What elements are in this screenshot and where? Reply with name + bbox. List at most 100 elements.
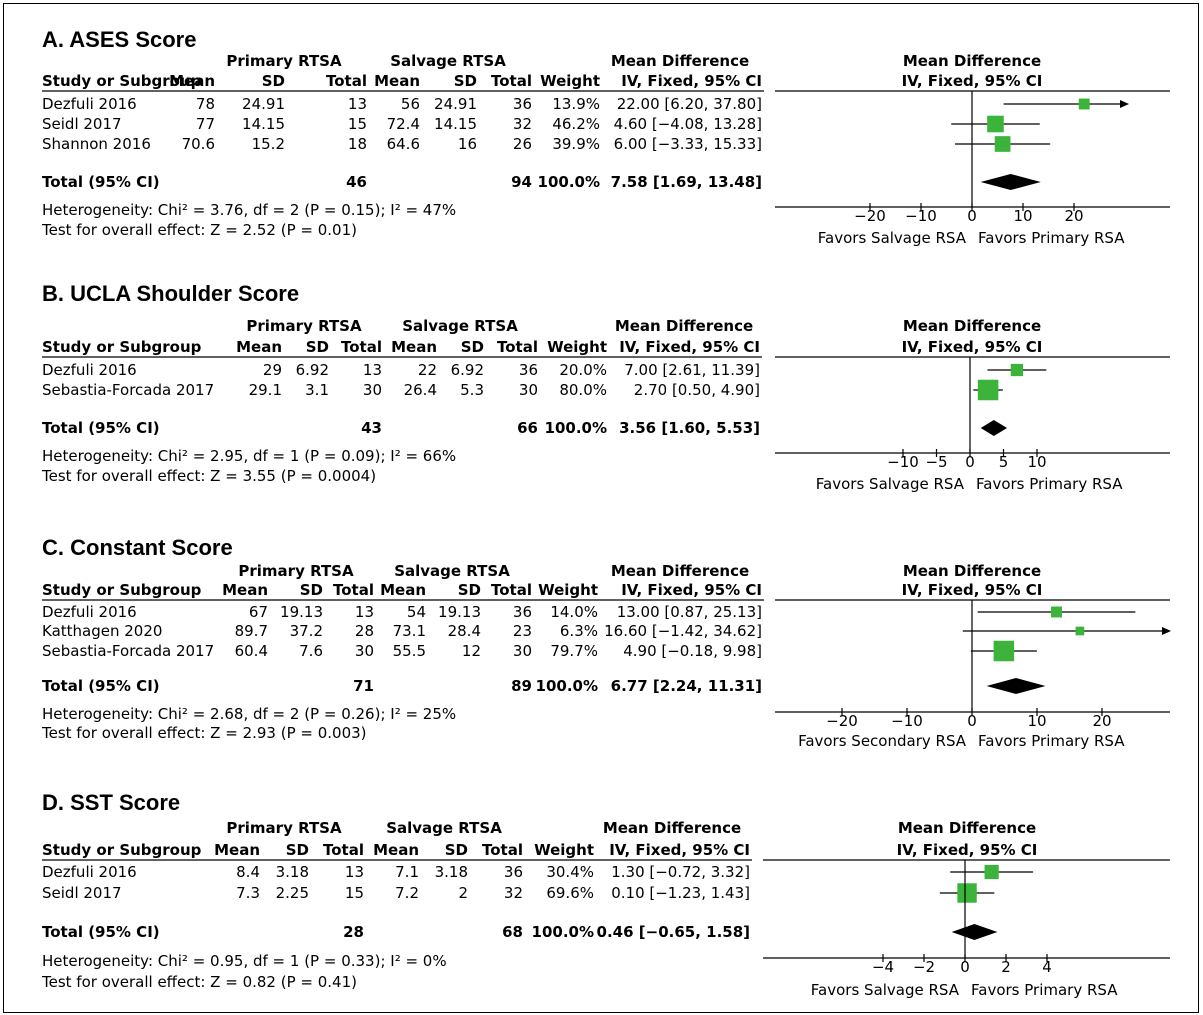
- heterogeneity-text: Heterogeneity: Chi² = 2.95, df = 1 (P = …: [42, 447, 456, 465]
- panel-b-header-mean-salvage: Mean: [391, 338, 437, 356]
- study-mean-salvage: 56: [401, 95, 420, 113]
- x-tick-label: −10: [891, 712, 923, 730]
- panel-c-header-ci-plot: IV, Fixed, 95% CI: [902, 581, 1043, 599]
- study-name: Seidl 2017: [42, 884, 122, 902]
- study-name: Dezfuli 2016: [42, 863, 137, 881]
- overall-effect-text: Test for overall effect: Z = 0.82 (P = 0…: [41, 973, 357, 991]
- x-tick-label: 0: [965, 453, 975, 471]
- effect-marker: [957, 883, 977, 903]
- panel-d-header-mean-primary: Mean: [214, 841, 260, 859]
- study-total-primary: 13: [363, 361, 382, 379]
- study-total-primary: 15: [345, 884, 364, 902]
- panel-b-header-mean-primary: Mean: [236, 338, 282, 356]
- panel-a-header-md: Mean Difference: [611, 52, 749, 70]
- effect-marker: [1010, 363, 1024, 377]
- panel-c-title: C. Constant Score: [42, 535, 233, 560]
- study-sd-salvage: 3.18: [435, 863, 468, 881]
- study-sd-salvage: 28.4: [448, 622, 481, 640]
- panel-a-header-mean-primary: Mean: [169, 72, 215, 90]
- panel-c-header-mean-salvage: Mean: [380, 581, 426, 599]
- figure-frame: [3, 3, 1199, 1013]
- x-tick-label: 0: [967, 207, 977, 225]
- study-name: Sebastia-Forcada 2017: [42, 381, 214, 399]
- study-name: Katthagen 2020: [42, 622, 162, 640]
- study-sd-salvage: 6.92: [451, 361, 484, 379]
- x-tick-label: −20: [826, 712, 858, 730]
- effect-marker: [1078, 98, 1090, 110]
- study-total-primary: 28: [355, 622, 374, 640]
- total-ci: 0.46 [−0.65, 1.58]: [597, 923, 750, 941]
- x-tick-label: −5: [925, 453, 947, 471]
- study-mean-primary: 29: [263, 361, 282, 379]
- study-total-salvage: 36: [513, 95, 532, 113]
- panel-b-header-sd-salvage: SD: [461, 338, 484, 356]
- panel-a-header-ci: IV, Fixed, 95% CI: [621, 72, 762, 90]
- study-mean-primary: 7.3: [236, 884, 260, 902]
- overall-effect-text: Test for overall effect: Z = 3.55 (P = 0…: [41, 467, 376, 485]
- total-label: Total (95% CI): [42, 677, 160, 695]
- study-total-salvage: 23: [513, 622, 532, 640]
- panel-d-header-mean-salvage: Mean: [373, 841, 419, 859]
- study-sd-salvage: 16: [458, 135, 477, 153]
- favors-left-label: Favors Salvage RSA: [816, 475, 965, 493]
- study-mean-salvage: 7.1: [395, 863, 419, 881]
- overall-effect-text: Test for overall effect: Z = 2.52 (P = 0…: [41, 221, 357, 239]
- panel-d-header-md-plot: Mean Difference: [898, 819, 1036, 837]
- panel-c-header-study: Study or Subgroup: [42, 581, 202, 599]
- x-tick-label: 10: [1013, 207, 1032, 225]
- study-mean-salvage: 64.6: [387, 135, 420, 153]
- panel-b-header-ci: IV, Fixed, 95% CI: [619, 338, 760, 356]
- study-ci: 13.00 [0.87, 25.13]: [617, 603, 762, 621]
- panel-c-header-md-plot: Mean Difference: [903, 562, 1041, 580]
- overall-effect-text: Test for overall effect: Z = 2.93 (P = 0…: [41, 724, 367, 742]
- study-sd-primary: 14.15: [242, 115, 285, 133]
- study-total-primary: 30: [355, 642, 374, 660]
- total-salvage: 68: [502, 923, 523, 941]
- ci-arrow: [1120, 100, 1129, 108]
- study-ci: 6.00 [−3.33, 15.33]: [614, 135, 762, 153]
- study-weight: 6.3%: [560, 622, 598, 640]
- favors-left-label: Favors Salvage RSA: [818, 229, 967, 247]
- study-sd-salvage: 14.15: [434, 115, 477, 133]
- ci-arrow: [1162, 627, 1171, 635]
- study-weight: 80.0%: [559, 381, 607, 399]
- study-sd-primary: 3.18: [276, 863, 309, 881]
- panel-b-header-total-salvage: Total: [497, 338, 538, 356]
- study-ci: 0.10 [−1.23, 1.43]: [611, 884, 750, 902]
- total-ci: 3.56 [1.60, 5.53]: [619, 419, 760, 437]
- study-mean-salvage: 22: [418, 361, 437, 379]
- study-mean-salvage: 26.4: [404, 381, 437, 399]
- x-tick-label: 20: [1092, 712, 1111, 730]
- study-total-salvage: 36: [504, 863, 523, 881]
- effect-marker: [994, 136, 1011, 152]
- panel-c-header-md: Mean Difference: [611, 562, 749, 580]
- total-weight: 100.0%: [532, 923, 594, 941]
- panel-b-header-primary: Primary RTSA: [246, 317, 362, 335]
- study-total-primary: 15: [348, 115, 367, 133]
- study-sd-primary: 3.1: [305, 381, 329, 399]
- study-sd-primary: 15.2: [252, 135, 285, 153]
- study-weight: 30.4%: [546, 863, 594, 881]
- study-name: Dezfuli 2016: [42, 603, 137, 621]
- total-label: Total (95% CI): [42, 923, 160, 941]
- panel-b-header-md: Mean Difference: [615, 317, 753, 335]
- panel-c-header-sd-salvage: SD: [458, 581, 481, 599]
- study-total-salvage: 30: [513, 642, 532, 660]
- study-mean-primary: 29.1: [249, 381, 282, 399]
- study-total-primary: 13: [345, 863, 364, 881]
- study-ci: 4.60 [−4.08, 13.28]: [614, 115, 762, 133]
- total-label: Total (95% CI): [42, 419, 160, 437]
- x-tick-label: −2: [913, 958, 935, 976]
- study-mean-salvage: 55.5: [393, 642, 426, 660]
- study-weight: 13.9%: [552, 95, 600, 113]
- x-tick-label: 20: [1064, 207, 1083, 225]
- favors-right-label: Favors Primary RSA: [971, 981, 1118, 999]
- panel-a-header-mean-salvage: Mean: [374, 72, 420, 90]
- x-tick-label: −20: [854, 207, 886, 225]
- study-ci: 2.70 [0.50, 4.90]: [634, 381, 760, 399]
- x-tick-label: 10: [1027, 453, 1046, 471]
- panel-b-header-md-plot: Mean Difference: [903, 317, 1041, 335]
- study-total-salvage: 36: [519, 361, 538, 379]
- study-total-primary: 18: [348, 135, 367, 153]
- total-salvage: 66: [517, 419, 538, 437]
